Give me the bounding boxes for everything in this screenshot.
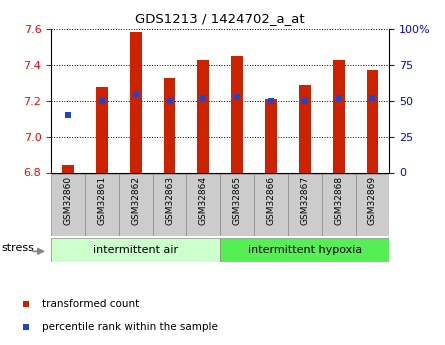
- Text: GSM32867: GSM32867: [300, 176, 309, 225]
- Bar: [356, 174, 389, 236]
- Bar: [198, 60, 209, 172]
- Bar: [62, 165, 74, 172]
- Text: intermittent hypoxia: intermittent hypoxia: [248, 245, 362, 255]
- Bar: [96, 87, 108, 172]
- Bar: [220, 174, 254, 236]
- Bar: [333, 60, 344, 172]
- Text: transformed count: transformed count: [42, 299, 140, 309]
- Bar: [367, 70, 378, 172]
- Bar: [231, 56, 243, 172]
- Text: percentile rank within the sample: percentile rank within the sample: [42, 322, 218, 332]
- Bar: [164, 78, 175, 172]
- Bar: [51, 174, 85, 236]
- Text: GSM32862: GSM32862: [131, 176, 140, 225]
- Bar: [186, 174, 220, 236]
- Bar: [119, 174, 153, 236]
- Bar: [254, 174, 288, 236]
- Text: GSM32861: GSM32861: [97, 176, 106, 225]
- Text: GSM32869: GSM32869: [368, 176, 377, 225]
- Text: GSM32863: GSM32863: [165, 176, 174, 225]
- Text: GSM32868: GSM32868: [334, 176, 343, 225]
- Bar: [288, 174, 322, 236]
- Text: stress: stress: [1, 243, 34, 253]
- Bar: [322, 174, 356, 236]
- Bar: [299, 85, 311, 172]
- Text: GSM32865: GSM32865: [233, 176, 242, 225]
- Title: GDS1213 / 1424702_a_at: GDS1213 / 1424702_a_at: [135, 12, 305, 26]
- Text: intermittent air: intermittent air: [93, 245, 178, 255]
- Text: GSM32860: GSM32860: [64, 176, 73, 225]
- Bar: [265, 99, 277, 172]
- Bar: [153, 174, 186, 236]
- Bar: [85, 174, 119, 236]
- Text: GSM32866: GSM32866: [267, 176, 275, 225]
- Text: GSM32864: GSM32864: [199, 176, 208, 225]
- Bar: [51, 238, 220, 262]
- Bar: [220, 238, 389, 262]
- Bar: [130, 32, 142, 173]
